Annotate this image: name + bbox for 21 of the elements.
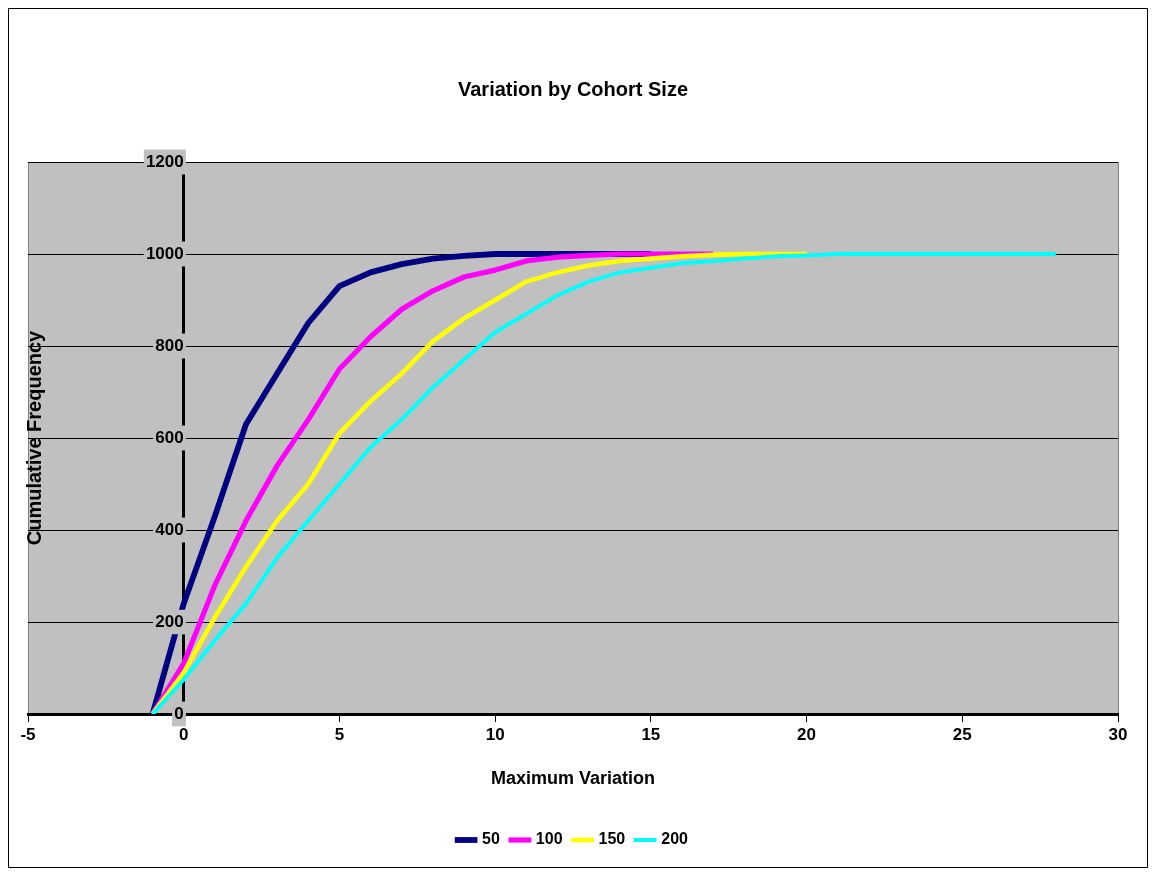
y-tick-label: 1000 <box>145 243 184 263</box>
y-tick-label: 600 <box>155 427 184 447</box>
y-tick-label: 1200 <box>145 151 184 171</box>
x-tick-label: 20 <box>797 724 817 744</box>
x-axis-title: Maximum Variation <box>490 768 656 789</box>
chart-title: Variation by Cohort Size <box>457 77 689 100</box>
x-tick-label: 10 <box>485 724 505 744</box>
y-tick-label: 0 <box>174 703 184 723</box>
y-tick-label: 400 <box>155 519 184 539</box>
x-tick-label: -5 <box>20 724 36 744</box>
legend-label: 100 <box>535 830 563 848</box>
legend-label: 200 <box>661 830 689 848</box>
x-tick-label: 5 <box>334 724 345 744</box>
y-axis-title: Cumulative Frequency <box>22 330 46 546</box>
x-tick-label: 15 <box>641 724 661 744</box>
x-tick-label: 30 <box>1108 724 1128 744</box>
y-tick-label: 200 <box>155 611 184 631</box>
legend-label: 50 <box>482 830 500 848</box>
y-tick-label: 800 <box>155 335 184 355</box>
legend-label: 150 <box>598 830 626 848</box>
x-tick-label: 25 <box>952 724 972 744</box>
